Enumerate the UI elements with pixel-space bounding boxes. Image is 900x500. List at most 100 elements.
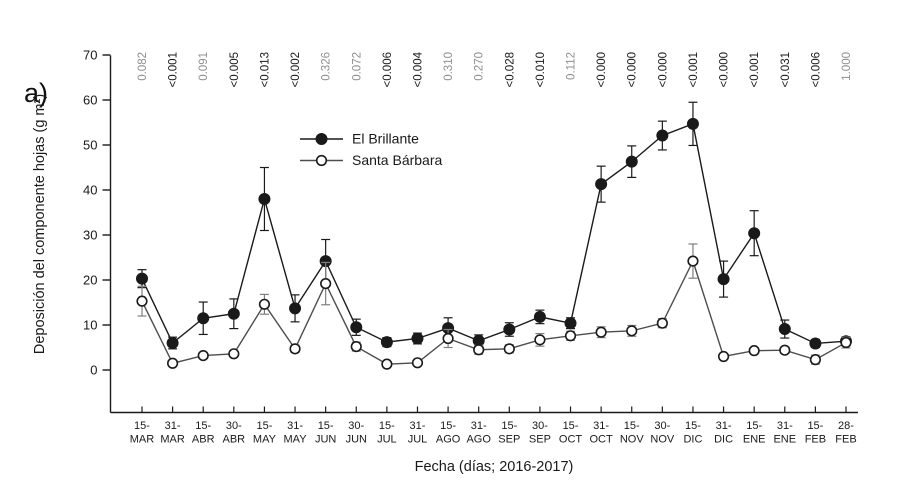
x-tick-label-day: 15- (685, 420, 701, 432)
x-tick-label-month: MAY (253, 434, 277, 446)
open-circle-marker (381, 358, 393, 370)
open-circle-marker (534, 334, 546, 346)
series-line (141, 122, 847, 345)
x-tick-label-day: 31- (593, 420, 609, 432)
x-tick-label-day: 15- (256, 420, 272, 432)
open-circle-marker (564, 330, 577, 342)
x-tick-label-month: AGO (466, 434, 491, 446)
p-value-label: <0.028 (504, 52, 516, 88)
p-value-label: <0.000 (627, 52, 639, 88)
legend-label-el-brillante: El Brillante (352, 131, 419, 147)
series-line (141, 259, 847, 365)
filled-circle-marker (809, 337, 822, 350)
open-circle-marker (320, 278, 332, 290)
y-tick-label: 40 (83, 183, 97, 198)
x-tick-label-day: 15- (379, 420, 395, 432)
p-value-label: <0.001 (688, 52, 700, 88)
x-tick-label-month: DIC (683, 434, 702, 446)
x-tick-label-day: 15- (563, 420, 579, 432)
filled-circle-marker (595, 178, 608, 191)
y-tick-label: 10 (83, 318, 97, 333)
filled-circle-marker (717, 273, 730, 286)
open-circle-marker (656, 317, 668, 329)
p-value-label: 0.072 (351, 52, 363, 81)
x-tick-label-month: ENE (773, 434, 796, 446)
x-tick-label-month: NOV (620, 434, 645, 446)
filled-circle-marker (564, 317, 577, 330)
filled-circle-marker (625, 155, 638, 168)
open-circle-marker (197, 350, 209, 362)
x-tick-label-month: JUN (315, 434, 336, 446)
x-tick-label-month: JUN (346, 434, 367, 446)
x-tick-label-day: 31- (777, 420, 793, 432)
p-value-label: <0.006 (810, 52, 822, 88)
x-tick-label-month: SEP (529, 434, 551, 446)
filled-circle-marker (380, 336, 393, 349)
x-tick-label-month: MAR (130, 434, 155, 446)
x-tick-label-day: 15- (440, 420, 456, 432)
p-value-label: 0.112 (566, 52, 578, 80)
axes (109, 55, 858, 414)
x-tick-label-day: 31- (287, 420, 303, 432)
p-value-label: 0.091 (198, 52, 210, 81)
legend-open-circle-marker (315, 154, 328, 167)
filled-circle-marker (778, 323, 791, 336)
p-value-label: <0.000 (596, 52, 608, 88)
open-circle-marker (779, 344, 791, 356)
open-circle-marker (748, 345, 760, 357)
p-value-label: <0.010 (535, 52, 547, 88)
legend-label-santa-barbara: Santa Bárbara (352, 152, 442, 168)
y-axis-title: Deposición del componente hojas (g m²) (32, 94, 48, 354)
y-tick-label: 20 (83, 273, 97, 288)
filled-circle-marker (136, 272, 149, 285)
p-value-label: 0.326 (321, 52, 333, 81)
x-tick-label-day: 31- (165, 420, 181, 432)
open-circle-marker (503, 343, 515, 355)
p-value-label: <0.001 (749, 52, 761, 88)
x-tick-label-month: DIC (714, 434, 733, 446)
x-tick-label-month: NOV (650, 434, 675, 446)
y-tick-label: 60 (83, 93, 97, 108)
y-tick-label: 30 (83, 228, 97, 243)
open-circle-marker (809, 354, 821, 366)
p-value-label: <0.000 (657, 52, 669, 88)
p-value-label: <0.013 (259, 52, 271, 88)
filled-circle-marker (258, 193, 271, 206)
x-tick-label-day: 30- (532, 420, 548, 432)
open-circle-marker (595, 326, 607, 338)
filled-circle-marker (197, 312, 210, 325)
x-tick-label-month: ENE (743, 434, 766, 446)
filled-circle-marker (350, 321, 363, 334)
series-el-brillante (136, 101, 852, 350)
x-tick-label-day: 15- (746, 420, 762, 432)
markers (136, 117, 852, 350)
p-value-label: <0.031 (780, 52, 792, 88)
filled-circle-marker (227, 307, 240, 320)
y-tick-label: 70 (83, 48, 97, 63)
x-tick-label-day: 28- (838, 420, 854, 432)
p-value-label: 0.082 (137, 52, 149, 81)
p-value-label: <0.006 (382, 52, 394, 88)
x-tick-label-month: MAR (160, 434, 185, 446)
filled-circle-marker (748, 227, 761, 240)
x-tick-label-month: OCT (590, 434, 614, 446)
y-axis-ticks: 0 10 20 30 40 50 60 70 (83, 48, 111, 378)
x-tick-label-day: 15- (134, 420, 150, 432)
error-bars (137, 243, 851, 367)
open-circle-marker (228, 348, 240, 360)
series-santa-barbara (136, 243, 852, 370)
x-tick-label-day: 30- (348, 420, 364, 432)
p-value-label: <0.004 (412, 51, 424, 87)
x-tick-label-month: AGO (436, 434, 461, 446)
filled-circle-marker (289, 302, 302, 315)
markers (136, 255, 852, 370)
open-circle-marker (840, 336, 852, 349)
x-tick-label-day: 15- (624, 420, 640, 432)
x-tick-label-month: ABR (223, 434, 246, 446)
open-circle-marker (442, 332, 454, 345)
panel-label: a) (24, 78, 49, 108)
x-tick-label-month: JUL (408, 434, 428, 446)
x-tick-label-month: FEB (835, 434, 856, 446)
